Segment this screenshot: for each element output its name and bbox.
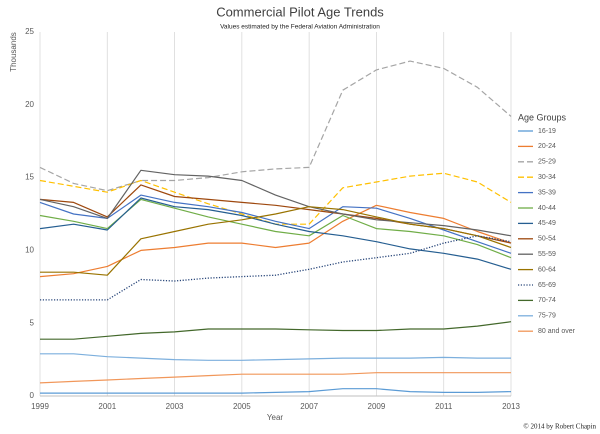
legend-label: 55-59 bbox=[538, 251, 556, 258]
x-tick-label: 2007 bbox=[300, 402, 318, 411]
legend-label: 20-24 bbox=[538, 143, 556, 150]
legend-label: 25-29 bbox=[538, 159, 556, 166]
series-line bbox=[39, 197, 512, 270]
x-tick-label: 2009 bbox=[368, 402, 386, 411]
y-tick-label: 15 bbox=[25, 173, 34, 182]
y-axis-label: Thousands bbox=[9, 32, 18, 72]
legend-label: 50-54 bbox=[538, 236, 556, 243]
legend-label: 16-19 bbox=[538, 128, 556, 135]
credit: © 2014 by Robert Chapin bbox=[523, 423, 596, 431]
x-tick-label: 2013 bbox=[502, 402, 520, 411]
legend-title: Age Groups bbox=[518, 112, 567, 122]
x-axis-label: Year bbox=[267, 413, 284, 422]
legend-label: 30-34 bbox=[538, 174, 556, 181]
chart-subtitle: Values estimated by the Federal Aviation… bbox=[220, 24, 380, 31]
x-tick-label: 2001 bbox=[98, 402, 116, 411]
y-tick-label: 0 bbox=[30, 391, 35, 400]
series-line bbox=[39, 169, 512, 237]
y-tick-label: 5 bbox=[30, 318, 35, 327]
x-tick-label: 2005 bbox=[233, 402, 251, 411]
legend-label: 65-69 bbox=[538, 282, 556, 289]
y-tick-label: 10 bbox=[25, 246, 34, 255]
series-line bbox=[40, 321, 512, 340]
legend-label: 35-39 bbox=[538, 189, 556, 196]
x-tick-label: 1999 bbox=[31, 402, 49, 411]
series-line bbox=[40, 206, 512, 276]
legend-label: 80 and over bbox=[538, 328, 576, 335]
x-tick-label: 2011 bbox=[435, 402, 453, 411]
series-line bbox=[39, 204, 512, 278]
legend-label: 45-49 bbox=[538, 220, 556, 227]
y-tick-label: 25 bbox=[25, 27, 34, 36]
series-line bbox=[39, 372, 511, 384]
chart-title: Commercial Pilot Age Trends bbox=[216, 4, 384, 19]
series-line bbox=[39, 194, 512, 254]
series-line bbox=[40, 235, 512, 301]
series-line bbox=[39, 60, 512, 192]
x-tick-label: 2003 bbox=[166, 402, 184, 411]
legend-label: 75-79 bbox=[538, 313, 556, 320]
legend-label: 60-64 bbox=[538, 266, 556, 273]
legend-label: 70-74 bbox=[538, 297, 556, 304]
y-tick-label: 20 bbox=[25, 100, 34, 109]
legend-label: 40-44 bbox=[538, 205, 556, 212]
series-line bbox=[40, 353, 511, 361]
series-line bbox=[40, 388, 512, 394]
